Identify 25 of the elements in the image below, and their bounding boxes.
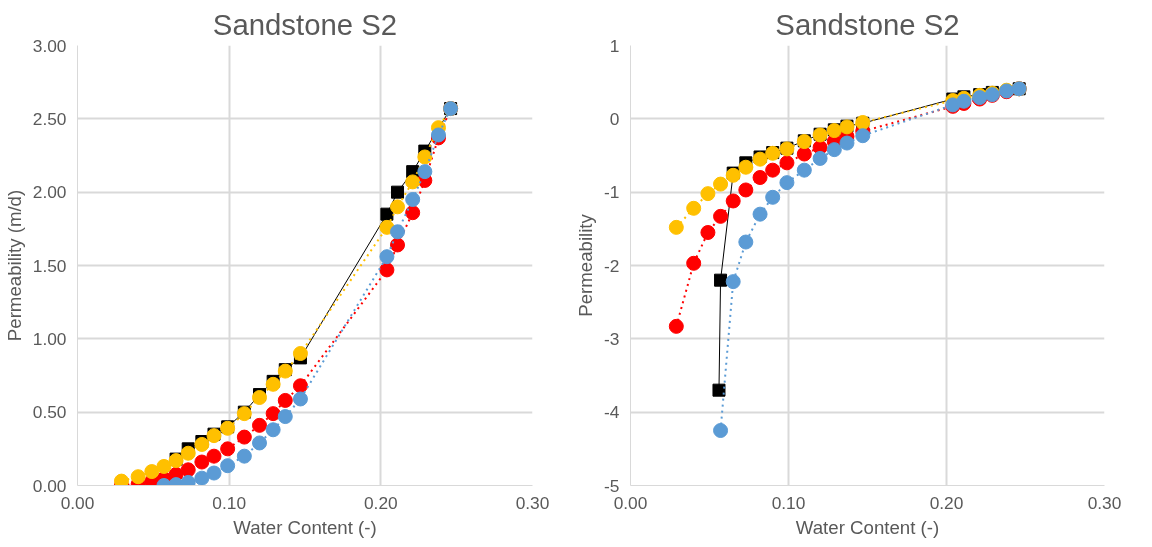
y-tick-label: 2.50 xyxy=(32,108,67,129)
y-tick-label: 0.50 xyxy=(32,402,67,423)
y-tick-label: -4 xyxy=(604,402,620,423)
x-tick-label: 0.20 xyxy=(929,492,964,513)
y-tick-label: 1.50 xyxy=(32,255,67,276)
x-tick-label: 0.20 xyxy=(363,492,398,513)
y-tick-label: 3.00 xyxy=(32,35,67,56)
chart-title: Sandstone S2 xyxy=(212,7,398,41)
x-axis-title: Water Content (-) xyxy=(233,516,377,538)
y-tick-label: -3 xyxy=(604,328,620,349)
y-tick-label: 1 xyxy=(609,35,620,56)
y-axis-title: Permeability xyxy=(575,213,597,317)
y-tick-label: 2.00 xyxy=(32,182,67,203)
x-axis-title: Water Content (-) xyxy=(795,516,940,538)
x-tick-label: 0.10 xyxy=(771,492,806,513)
y-axis-title: Permeability (m/d) xyxy=(3,189,25,342)
y-tick-label: -1 xyxy=(604,182,620,203)
x-tick-label: 0.10 xyxy=(212,492,247,513)
y-tick-label: -2 xyxy=(604,255,620,276)
x-tick-label: 0.30 xyxy=(515,492,550,513)
y-tick-label: 1.00 xyxy=(32,328,67,349)
y-tick-label: -5 xyxy=(604,475,620,496)
x-tick-label: 0.30 xyxy=(1087,492,1122,513)
chart-title: Sandstone S2 xyxy=(775,7,960,41)
y-tick-label: 0 xyxy=(609,108,620,129)
